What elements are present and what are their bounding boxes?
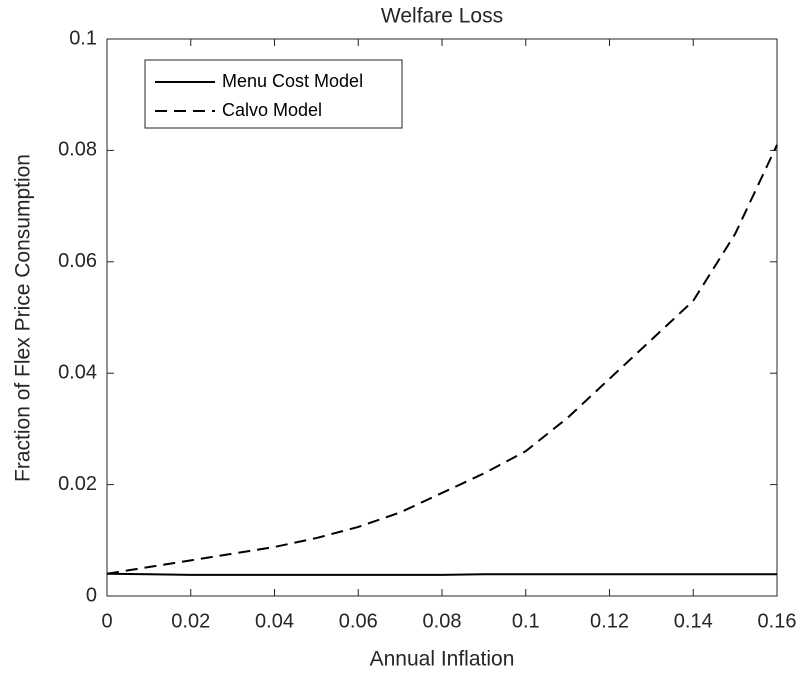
x-tick-label: 0.06 [339, 610, 378, 632]
x-tick-label: 0.1 [512, 610, 540, 632]
y-tick-label: 0.1 [69, 27, 97, 49]
y-tick-label: 0.08 [58, 139, 97, 161]
legend-label: Menu Cost Model [222, 71, 363, 91]
x-tick-label: 0.02 [171, 610, 210, 632]
y-tick-label: 0 [86, 584, 97, 606]
y-axis-label: Fraction of Flex Price Consumption [12, 154, 35, 482]
chart-title: Welfare Loss [381, 5, 503, 28]
x-tick-label: 0.04 [255, 610, 294, 632]
y-tick-label: 0.04 [58, 361, 97, 383]
x-tick-label: 0.08 [423, 610, 462, 632]
legend-box [144, 59, 403, 129]
legend-label: Calvo Model [222, 100, 322, 120]
x-axis-label: Annual Inflation [370, 648, 515, 671]
x-tick-label: 0 [101, 610, 112, 632]
y-tick-label: 0.02 [58, 473, 97, 495]
x-tick-label: 0.14 [674, 610, 713, 632]
x-tick-label: 0.16 [758, 610, 797, 632]
legend: Menu Cost Model Calvo Model [144, 59, 403, 129]
data-line [106, 144, 778, 575]
y-tick-label: 0.06 [58, 250, 97, 272]
data-line [106, 572, 777, 576]
x-tick-label: 0.12 [590, 610, 629, 632]
